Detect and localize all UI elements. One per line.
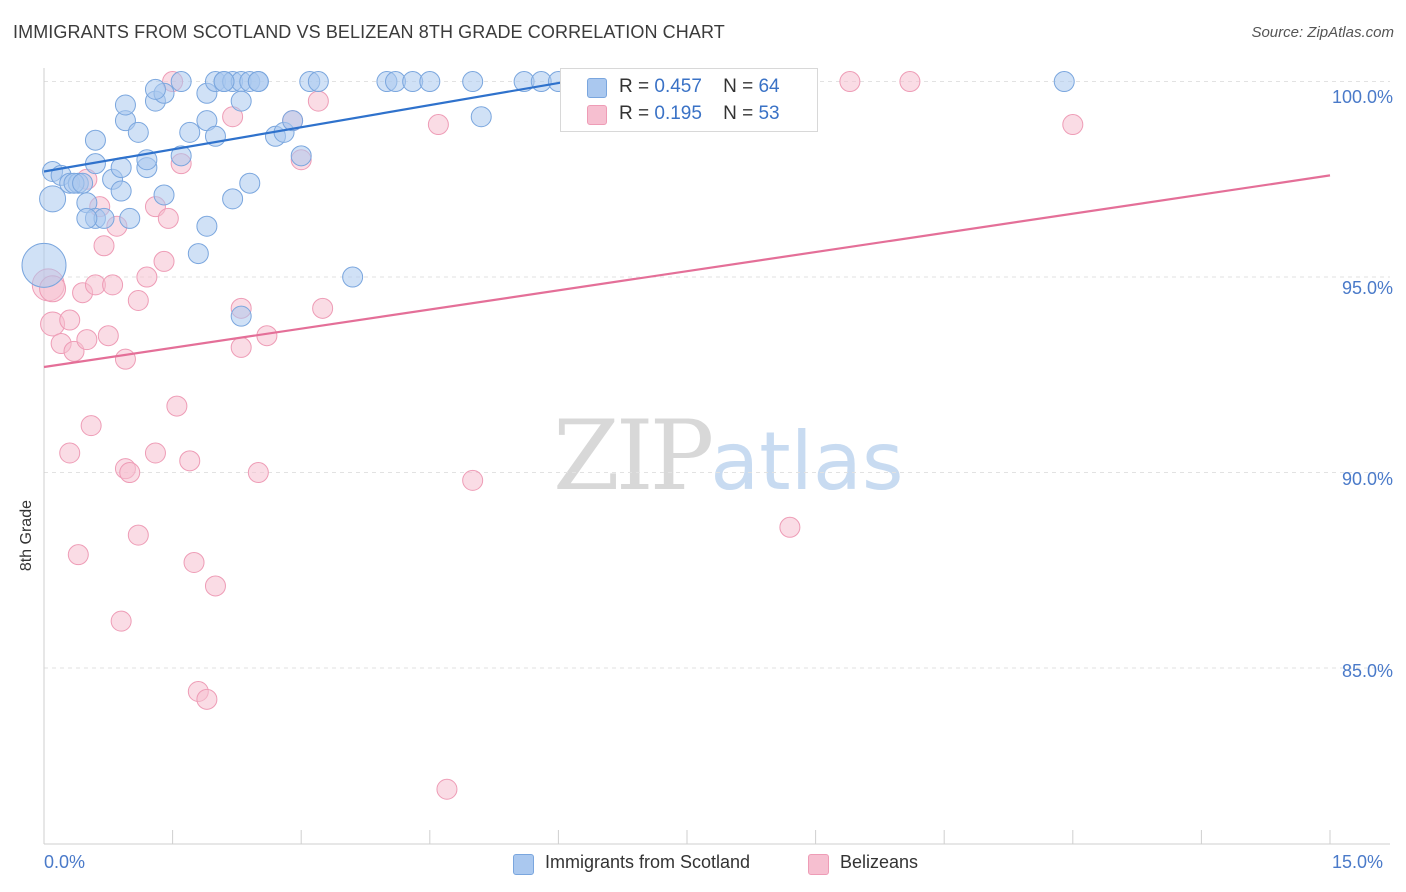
data-point-scotland — [21, 242, 67, 288]
data-point-belizean — [183, 551, 205, 573]
legend-text-scotland: R = 0.457 N = 64 — [619, 76, 780, 98]
data-point-belizean — [166, 395, 188, 417]
data-point-scotland — [110, 157, 132, 179]
legend-swatch-blue — [587, 78, 607, 98]
data-point-scotland — [213, 71, 235, 93]
bottom-legend-label-belizeans: Belizeans — [840, 852, 919, 872]
data-point-belizean — [196, 688, 218, 710]
legend-r-value: 0.195 — [654, 103, 702, 124]
legend-n-label: N = — [723, 103, 754, 124]
data-point-belizean — [127, 290, 149, 312]
data-point-belizean — [247, 462, 269, 484]
data-point-scotland — [239, 172, 261, 194]
data-point-scotland — [119, 207, 141, 229]
chart-title: IMMIGRANTS FROM SCOTLAND VS BELIZEAN 8TH… — [13, 22, 725, 42]
data-point-scotland — [76, 207, 98, 229]
data-point-scotland — [230, 305, 252, 327]
trend-line-scotland — [43, 80, 568, 173]
data-point-scotland — [144, 78, 166, 100]
y-tick-label-90: 90.0% — [1341, 469, 1393, 489]
data-point-scotland — [179, 121, 201, 143]
data-point-scotland — [170, 71, 192, 93]
data-point-scotland — [1053, 71, 1075, 93]
legend-text-belizeans: R = 0.195 N = 53 — [619, 103, 780, 125]
data-point-belizean — [67, 544, 89, 566]
bottom-legend-label-scotland: Immigrants from Scotland — [545, 852, 751, 872]
data-point-belizean — [179, 450, 201, 472]
data-point-belizean — [76, 329, 98, 351]
bottom-legend-swatch-blue — [513, 854, 534, 875]
data-point-belizean — [312, 297, 334, 319]
y-tick-label-95: 95.0% — [1341, 278, 1393, 298]
data-point-scotland — [419, 71, 441, 93]
data-point-scotland — [342, 266, 364, 288]
y-tick-label-85: 85.0% — [1341, 661, 1393, 681]
data-point-belizean — [93, 235, 115, 257]
data-point-belizean — [136, 266, 158, 288]
data-point-belizean — [80, 415, 102, 437]
data-point-belizean — [204, 575, 226, 597]
data-point-scotland — [72, 172, 94, 194]
x-tick-label-min: 0.0% — [44, 852, 86, 872]
legend-n-value: 53 — [758, 103, 780, 124]
data-point-belizean — [59, 309, 81, 331]
legend-swatch-pink — [587, 105, 607, 125]
data-point-belizean — [1062, 114, 1084, 136]
data-point-belizean — [110, 610, 132, 632]
data-point-scotland — [84, 129, 106, 151]
stats-legend: R = 0.457 N = 64 R = 0.195 N = 53 — [560, 68, 818, 132]
data-point-belizean — [102, 274, 124, 296]
source-credit: Source: ZipAtlas.com — [1251, 24, 1394, 41]
data-point-belizean — [899, 71, 921, 93]
data-point-belizean — [839, 71, 861, 93]
data-point-belizean — [436, 778, 458, 800]
data-point-scotland — [196, 215, 218, 237]
legend-r-value: 0.457 — [654, 76, 702, 97]
bottom-legend-swatch-pink — [808, 854, 829, 875]
data-point-belizean — [153, 250, 175, 272]
data-point-scotland — [282, 110, 304, 132]
data-point-scotland — [462, 71, 484, 93]
data-point-belizean — [144, 442, 166, 464]
data-point-scotland — [307, 71, 329, 93]
data-point-scotland — [110, 180, 132, 202]
data-point-belizean — [779, 516, 801, 538]
data-point-belizean — [462, 469, 484, 491]
data-point-belizean — [127, 524, 149, 546]
data-point-scotland — [247, 71, 269, 93]
watermark-zip: ZIP — [553, 400, 714, 512]
data-point-belizean — [307, 90, 329, 112]
legend-n-label: N = — [723, 76, 754, 97]
data-point-scotland — [187, 243, 209, 265]
legend-n-value: 64 — [758, 76, 780, 97]
x-tick-label-max: 15.0% — [1332, 852, 1384, 872]
watermark-atlas: atlas — [710, 415, 904, 508]
data-point-belizean — [157, 207, 179, 229]
data-point-belizean — [230, 336, 252, 358]
legend-r-label: R = — [619, 103, 650, 124]
data-point-scotland — [230, 90, 252, 112]
data-point-scotland — [114, 94, 136, 116]
data-point-scotland — [127, 121, 149, 143]
data-point-scotland — [39, 185, 67, 213]
y-axis-label: 8th Grade — [18, 500, 35, 572]
data-point-belizean — [114, 348, 136, 370]
data-point-belizean — [427, 114, 449, 136]
data-point-scotland — [222, 188, 244, 210]
y-axis-label-wrap: 8th Grade — [18, 500, 38, 600]
data-point-scotland — [470, 106, 492, 128]
data-point-scotland — [153, 184, 175, 206]
data-point-belizean — [59, 442, 81, 464]
data-point-belizean — [119, 462, 141, 484]
y-tick-label-100: 100.0% — [1331, 87, 1393, 107]
data-point-scotland — [290, 145, 312, 167]
data-point-belizean — [97, 325, 119, 347]
watermark: ZIPatlas — [553, 400, 904, 512]
data-point-scotland — [170, 145, 192, 167]
legend-r-label: R = — [619, 76, 650, 97]
trend-line-belizean — [43, 174, 1331, 369]
